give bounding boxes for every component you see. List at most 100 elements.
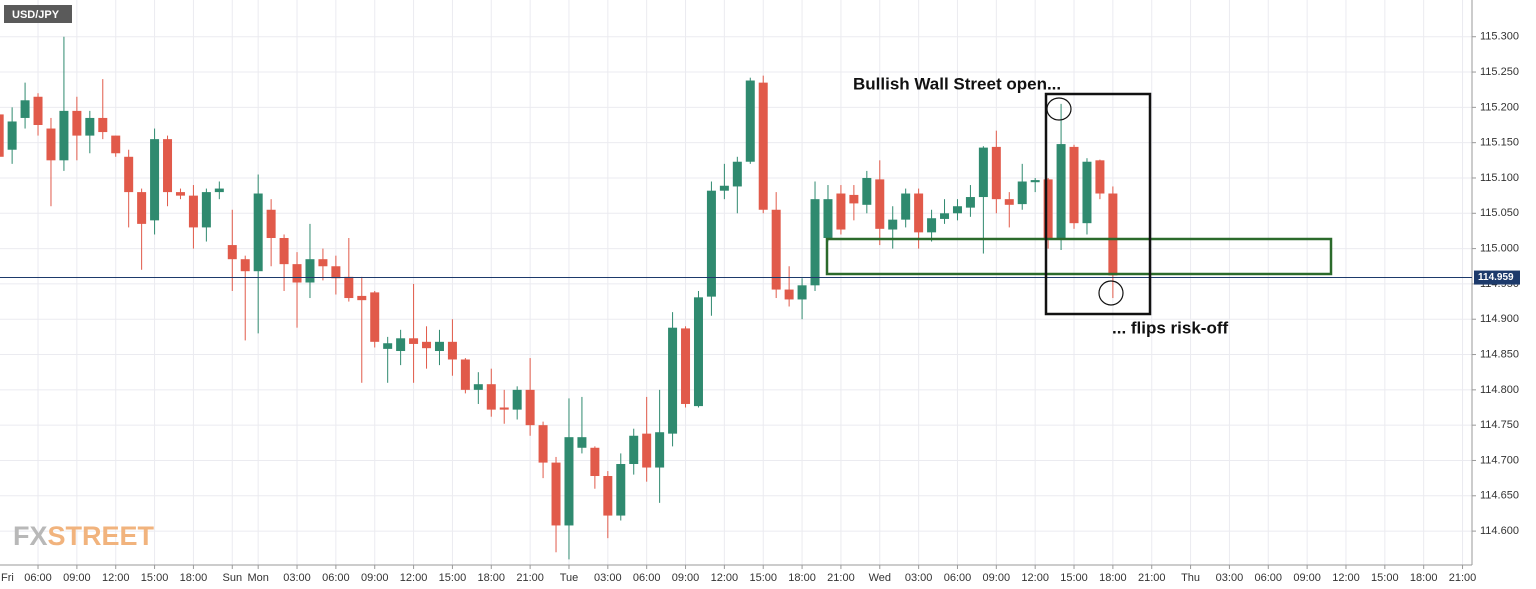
- annotation: Bullish Wall Street open...: [853, 74, 1061, 93]
- candle-body: [434, 341, 444, 352]
- x-tick-label: 21:00: [1449, 572, 1477, 584]
- x-tick-label: 21:00: [516, 572, 544, 584]
- candle-body: [797, 285, 807, 300]
- candle-body: [240, 259, 250, 272]
- x-tick-label: Thu: [1181, 572, 1200, 584]
- candle-body: [849, 194, 859, 204]
- x-tick-label: 09:00: [63, 572, 91, 584]
- candle-body: [564, 437, 574, 526]
- x-tick-label: 12:00: [102, 572, 130, 584]
- plot-area: [0, 0, 1476, 569]
- y-tick-label: 115.000: [1480, 243, 1519, 255]
- x-tick-label: 09:00: [672, 572, 700, 584]
- y-tick-label: 114.600: [1480, 525, 1519, 537]
- candle-body: [292, 264, 302, 283]
- candle-body: [823, 199, 833, 239]
- candle-body: [901, 193, 911, 220]
- x-tick-label: 18:00: [180, 572, 208, 584]
- candle-body: [888, 219, 898, 230]
- candle-body: [331, 266, 341, 279]
- candle-body: [693, 297, 703, 407]
- candle-body: [175, 192, 185, 196]
- candle-body: [486, 384, 496, 410]
- candle-body: [214, 188, 224, 193]
- candle-body: [227, 245, 237, 260]
- x-tick-label: 06:00: [24, 572, 52, 584]
- candle-body: [1004, 199, 1014, 205]
- candle-body: [965, 197, 975, 208]
- x-tick-label: 12:00: [400, 572, 428, 584]
- x-tick-label: 15:00: [439, 572, 467, 584]
- annotation: ... flips risk-off: [1112, 318, 1229, 337]
- watermark-street: STREET: [48, 521, 155, 551]
- candle-body: [771, 209, 781, 290]
- x-tick-label: 03:00: [594, 572, 622, 584]
- candle-body: [551, 462, 561, 526]
- x-tick-label: 15:00: [1371, 572, 1399, 584]
- candle-body: [344, 276, 354, 299]
- x-tick-label: 15:00: [1060, 572, 1088, 584]
- candle-body: [0, 114, 4, 157]
- y-tick-label: 115.250: [1480, 66, 1519, 78]
- x-tick-label: Fri: [1, 572, 14, 584]
- candle-body: [706, 190, 716, 297]
- y-tick-label: 114.900: [1480, 313, 1519, 325]
- candle-body: [46, 128, 56, 161]
- candle-body: [499, 407, 509, 410]
- candle-body: [33, 96, 43, 126]
- candle-body: [616, 464, 626, 516]
- highlight-box: [1044, 92, 1152, 316]
- candle-body: [357, 295, 367, 301]
- candle-body: [538, 425, 548, 463]
- candle-body: [1056, 144, 1066, 240]
- candle-body: [370, 292, 380, 342]
- y-tick-label: 115.050: [1480, 207, 1519, 219]
- candle-body: [201, 192, 211, 228]
- candle-body: [1069, 146, 1079, 224]
- watermark-fx: FX: [13, 521, 48, 551]
- y-tick-label: 114.750: [1480, 419, 1519, 431]
- candle-body: [150, 139, 160, 221]
- last-price-label: 114.959: [1478, 272, 1514, 283]
- candle-body: [862, 177, 872, 205]
- candle-body: [7, 121, 17, 150]
- y-tick-label: 114.700: [1480, 454, 1519, 466]
- candle-body: [1043, 179, 1053, 240]
- candle-body: [473, 384, 483, 390]
- candle-body: [668, 327, 678, 434]
- candle-body: [422, 341, 432, 349]
- candle-body: [642, 433, 652, 468]
- candle-body: [266, 209, 276, 239]
- candle-body: [590, 447, 600, 477]
- y-tick-label: 114.800: [1480, 384, 1519, 396]
- x-tick-label: 06:00: [633, 572, 661, 584]
- x-tick-label: 06:00: [1255, 572, 1283, 584]
- circle-marker: [1046, 97, 1072, 121]
- x-tick-label: Wed: [869, 572, 891, 584]
- candle-body: [447, 341, 457, 360]
- x-tick-label: 12:00: [711, 572, 739, 584]
- y-tick-label: 115.100: [1480, 172, 1519, 184]
- x-tick-label: 18:00: [478, 572, 506, 584]
- candle-body: [1030, 180, 1040, 183]
- chart-title: USD/JPY: [12, 9, 60, 21]
- candle-body: [85, 117, 95, 136]
- candle-body: [59, 110, 69, 161]
- x-tick-label: 09:00: [983, 572, 1011, 584]
- candle-body: [124, 156, 134, 193]
- circle-marker: [1098, 280, 1124, 306]
- candle-body: [111, 135, 121, 154]
- candle-body: [318, 259, 328, 267]
- x-tick-label: Tue: [560, 572, 579, 584]
- candle-body: [991, 146, 1001, 200]
- last-price-badge: [1474, 270, 1520, 285]
- symbol-badge: [4, 5, 72, 23]
- y-tick-label: 115.150: [1480, 137, 1519, 149]
- x-tick-label: 03:00: [905, 572, 933, 584]
- candle-body: [603, 476, 613, 516]
- y-tick-label: 115.200: [1480, 101, 1519, 113]
- candle-body: [188, 195, 198, 228]
- candle-body: [875, 179, 885, 229]
- x-tick-label: 18:00: [788, 572, 816, 584]
- x-tick-label: 06:00: [322, 572, 350, 584]
